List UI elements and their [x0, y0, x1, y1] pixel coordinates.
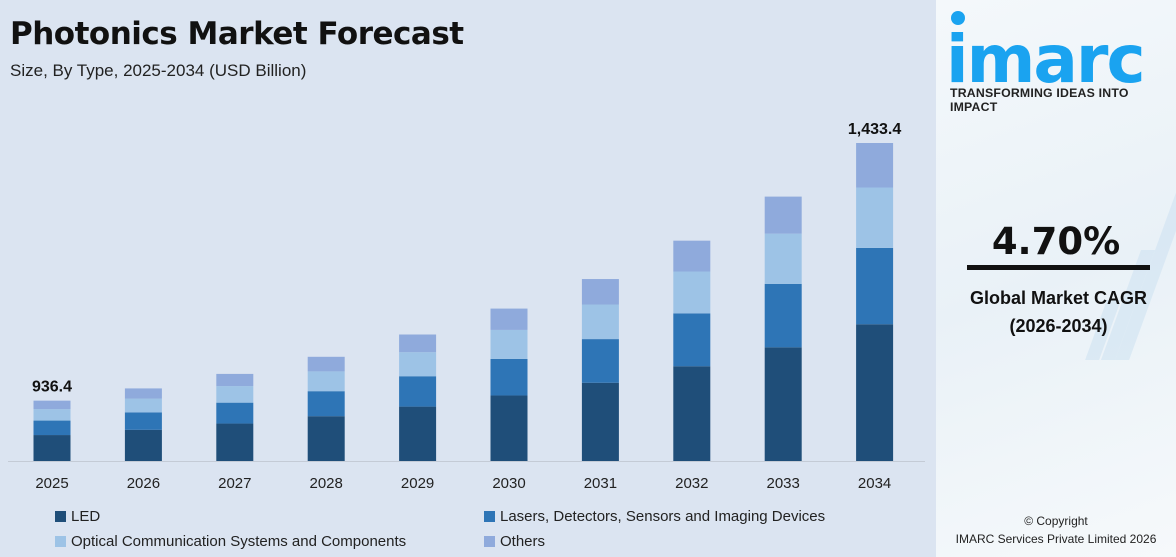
bar-segment — [216, 402, 254, 424]
logo-dot — [951, 11, 965, 25]
bar-segment — [856, 247, 894, 325]
bar-segment — [856, 324, 894, 461]
bar-segment — [216, 373, 254, 387]
x-tick-label: 2031 — [584, 475, 617, 492]
info-panel: imarc TRANSFORMING IDEAS INTO IMPACT 4.7… — [936, 0, 1176, 557]
legend-swatch — [484, 536, 495, 547]
legend-item-lasers: Lasers, Detectors, Sensors and Imaging D… — [484, 508, 825, 525]
bar-segment — [307, 416, 345, 461]
bar-segment — [307, 391, 345, 417]
cagr-label-line1: Global Market CAGR — [969, 288, 1148, 308]
bar-segment — [581, 304, 619, 340]
bar-segment — [33, 409, 71, 421]
stacked-bar-chart: 2025 936.4 2026 2027 2028 2029 2030 2031 2032 203… — [8, 121, 925, 492]
x-tick-label: 2030 — [492, 475, 525, 492]
logo-tagline: TRANSFORMING IDEAS INTO IMPACT — [950, 86, 1129, 114]
data-label: 936.4 — [32, 379, 72, 396]
legend-item-optical: Optical Communication Systems and Compon… — [55, 533, 406, 550]
legend-swatch — [55, 536, 66, 547]
bar-segment — [124, 388, 162, 399]
x-tick-label: 2034 — [858, 475, 891, 492]
x-tick-label: 2033 — [767, 475, 800, 492]
bar-segment — [399, 334, 437, 353]
imarc-logo: imarc — [946, 21, 1146, 98]
bar-segment — [490, 395, 528, 461]
bar-segment — [581, 339, 619, 383]
bar-segment — [216, 386, 254, 403]
cagr-value: 4.70% — [991, 220, 1121, 263]
bar-segment — [764, 347, 802, 461]
legend-item-led: LED — [55, 508, 100, 525]
data-label: 1,433.4 — [848, 121, 901, 138]
bar-segment — [581, 382, 619, 461]
legend-item-others: Others — [484, 533, 545, 550]
bar-segment — [673, 240, 711, 272]
x-tick-label: 2032 — [675, 475, 708, 492]
bar-segment — [307, 371, 345, 392]
chart-subtitle: Size, By Type, 2025-2034 (USD Billion) — [10, 61, 307, 80]
bar-segment — [216, 423, 254, 461]
bar-segment — [764, 196, 802, 234]
copyright-holder: IMARC Services Private Limited 2026 — [955, 532, 1157, 546]
bar-segment — [490, 329, 528, 359]
bar-segment — [581, 279, 619, 305]
legend-label: Others — [500, 533, 546, 550]
bar-segment — [399, 352, 437, 377]
x-tick-label: 2029 — [401, 475, 434, 492]
legend-swatch — [55, 511, 66, 522]
legend-swatch — [484, 511, 495, 522]
bar-segment — [124, 429, 162, 461]
cagr-label: Global Market CAGR (2026-2034) — [936, 284, 1176, 340]
divider — [967, 265, 1150, 270]
bar-segment — [33, 435, 71, 461]
bar-segment — [124, 412, 162, 430]
legend-label: Lasers, Detectors, Sensors and Imaging D… — [500, 508, 826, 525]
x-tick-label: 2025 — [35, 475, 68, 492]
bar-segment — [307, 356, 345, 372]
bar-segment — [399, 376, 437, 407]
x-tick-label: 2028 — [310, 475, 343, 492]
bar-segment — [673, 271, 711, 314]
legend-label: Optical Communication Systems and Compon… — [71, 533, 407, 550]
bar-segment — [399, 406, 437, 461]
legend-label: LED — [71, 508, 101, 525]
bar-segment — [856, 143, 894, 188]
bar-segment — [490, 358, 528, 396]
chart-title: Photonics Market Forecast — [10, 16, 464, 52]
bar-segment — [764, 283, 802, 348]
x-tick-label: 2027 — [218, 475, 251, 492]
x-tick-label: 2026 — [127, 475, 160, 492]
bar-segment — [33, 420, 71, 436]
bar-segment — [764, 233, 802, 284]
bar-segment — [124, 398, 162, 413]
cagr-label-line2: (2026-2034) — [1009, 316, 1108, 336]
bar-segment — [673, 313, 711, 367]
copyright: © Copyright — [1024, 514, 1088, 528]
bar-segment — [33, 400, 71, 410]
bar-segment — [856, 187, 894, 248]
bar-segment — [490, 308, 528, 330]
bar-segment — [673, 366, 711, 461]
